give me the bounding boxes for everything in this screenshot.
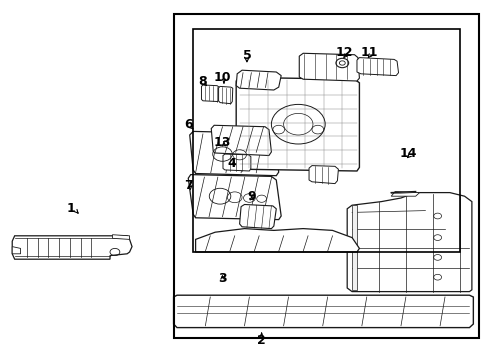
Polygon shape [12,247,20,254]
Text: 14: 14 [399,147,416,159]
Text: 13: 13 [213,136,231,149]
Polygon shape [390,192,419,196]
Polygon shape [189,131,278,176]
Polygon shape [211,125,271,156]
Text: 11: 11 [360,46,377,59]
Text: 1: 1 [66,202,75,215]
Text: 10: 10 [213,71,231,84]
Text: 6: 6 [183,118,192,131]
Text: 7: 7 [183,179,192,192]
Polygon shape [351,205,356,290]
Bar [193,29,459,252]
Polygon shape [308,166,338,184]
Polygon shape [188,175,281,220]
Polygon shape [239,204,276,229]
Text: 3: 3 [218,273,226,285]
Polygon shape [356,58,398,76]
Polygon shape [299,53,359,81]
Polygon shape [173,295,472,328]
Polygon shape [346,193,471,292]
Polygon shape [218,86,232,104]
Polygon shape [195,229,359,252]
Bar [173,14,478,338]
Polygon shape [201,85,219,102]
Text: 5: 5 [242,49,251,62]
Text: 12: 12 [335,46,353,59]
Polygon shape [236,70,281,90]
Polygon shape [236,77,359,171]
Polygon shape [12,236,132,259]
Text: 8: 8 [198,75,207,87]
Polygon shape [223,154,250,171]
Text: 2: 2 [257,334,265,347]
Text: 9: 9 [247,190,256,203]
Polygon shape [112,235,129,239]
Text: 4: 4 [227,157,236,170]
